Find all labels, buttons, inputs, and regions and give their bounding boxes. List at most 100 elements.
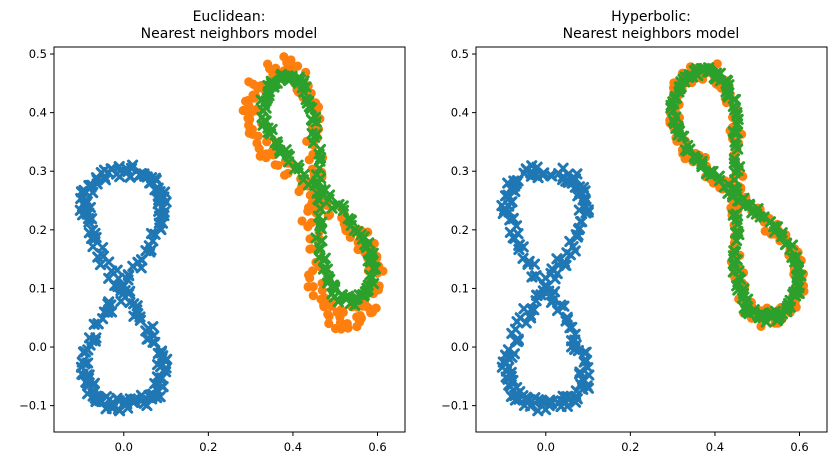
data-point <box>149 377 161 390</box>
data-point <box>316 294 326 304</box>
data-point <box>546 263 558 275</box>
left-ticks: 0.0 0.2 0.4 0.6 −0.1 0.0 0.1 0.2 0.3 0.4 0.5 <box>19 47 387 454</box>
data-point <box>316 235 328 247</box>
data-point <box>729 104 741 116</box>
right-panel: Hyperbolic: Nearest neighbors model 0.0 0… <box>441 9 828 454</box>
data-point <box>82 344 94 356</box>
data-point <box>728 127 740 139</box>
data-point <box>311 187 323 199</box>
right-axes-frame <box>475 46 828 433</box>
data-point <box>269 136 281 149</box>
data-point <box>513 239 525 251</box>
data-point <box>138 397 150 409</box>
data-point <box>529 270 542 282</box>
data-point <box>254 144 264 154</box>
data-point <box>545 296 558 308</box>
data-point <box>86 335 98 347</box>
data-point <box>316 216 328 228</box>
data-point <box>297 216 307 226</box>
data-point <box>314 203 327 215</box>
data-point <box>279 52 289 62</box>
data-point <box>145 227 158 240</box>
left-plot-points <box>74 52 388 417</box>
x-tick-label: 0.4 <box>706 440 724 454</box>
y-tick-label: 0.0 <box>451 340 469 354</box>
data-point <box>294 186 304 197</box>
data-point <box>743 198 755 210</box>
data-point <box>263 59 273 69</box>
data-point <box>569 396 582 408</box>
y-tick-label: 0.0 <box>29 340 47 354</box>
data-point <box>303 222 313 232</box>
data-point <box>684 143 696 155</box>
data-point <box>505 366 517 379</box>
data-point <box>317 263 330 275</box>
data-point <box>531 289 543 301</box>
data-point <box>498 206 510 218</box>
data-point <box>115 295 127 307</box>
y-tick-label: 0.2 <box>29 223 47 237</box>
data-point <box>507 212 519 225</box>
data-point <box>540 272 552 284</box>
data-point <box>354 317 365 327</box>
y-tick-label: 0.4 <box>451 106 469 120</box>
data-point <box>107 399 119 412</box>
data-point <box>135 254 148 266</box>
data-point <box>310 169 323 181</box>
data-point <box>776 227 788 239</box>
data-point <box>131 304 143 316</box>
data-point <box>243 113 253 123</box>
x-tick-label: 0.4 <box>284 440 302 454</box>
data-point <box>509 335 522 347</box>
data-point <box>103 256 115 268</box>
data-point <box>147 321 159 333</box>
left-title-line2: Nearest neighbors model <box>141 26 318 42</box>
y-tick-label: 0.4 <box>29 106 47 120</box>
data-point <box>112 280 124 293</box>
data-point <box>532 405 544 417</box>
data-point <box>100 403 112 415</box>
data-point <box>94 258 107 271</box>
data-point <box>363 302 373 312</box>
data-point <box>303 206 313 216</box>
data-point <box>728 245 740 257</box>
y-tick-label: −0.1 <box>19 399 47 413</box>
data-point <box>736 292 749 304</box>
data-point <box>502 189 514 201</box>
right-title-line1: Hyperbolic: <box>611 9 691 25</box>
data-point <box>676 130 688 142</box>
data-point <box>324 318 334 329</box>
data-point <box>81 388 94 400</box>
data-point <box>323 309 333 319</box>
data-point <box>75 192 87 205</box>
data-point <box>134 311 146 323</box>
data-point <box>330 323 341 334</box>
y-tick-label: 0.3 <box>29 164 47 178</box>
data-point <box>261 149 271 159</box>
data-point <box>356 233 369 245</box>
data-point <box>696 161 708 173</box>
y-tick-label: 0.3 <box>451 164 469 178</box>
data-point <box>304 270 314 280</box>
x-tick-label: 0.0 <box>115 440 133 454</box>
data-point <box>729 136 741 148</box>
data-point <box>153 210 166 222</box>
data-point <box>712 59 722 69</box>
x-tick-label: 0.2 <box>621 440 639 454</box>
data-point <box>253 83 263 93</box>
data-point <box>512 334 524 347</box>
data-point <box>310 232 322 244</box>
x-tick-label: 0.6 <box>368 440 386 454</box>
data-point <box>124 170 137 183</box>
y-tick-label: 0.5 <box>451 47 469 61</box>
data-point <box>728 153 741 165</box>
data-point <box>160 362 172 374</box>
data-point <box>521 164 533 176</box>
left-panel: Euclidean: Nearest neighbors model 0.0 0.… <box>19 9 406 454</box>
x-tick-label: 0.2 <box>199 440 217 454</box>
data-point <box>573 181 586 193</box>
right-title-line2: Nearest neighbors model <box>563 26 740 42</box>
data-point <box>567 241 579 253</box>
data-point <box>280 170 290 180</box>
data-point <box>499 349 512 361</box>
